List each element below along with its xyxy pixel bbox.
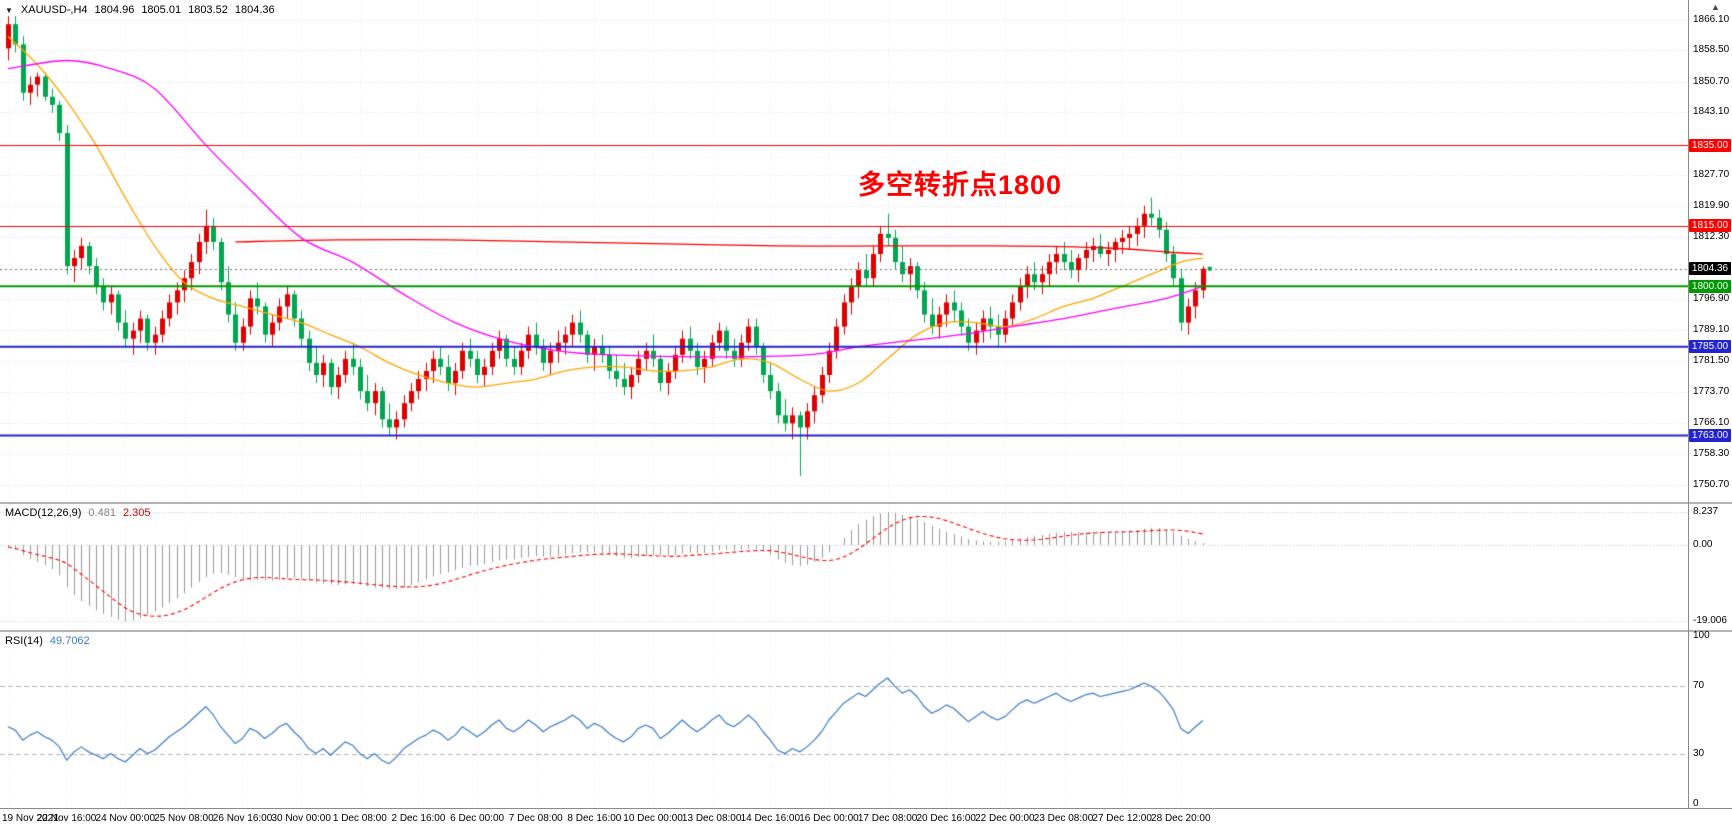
rsi-title: RSI(14): [5, 635, 43, 647]
macd-tick-label: 0.00: [1693, 539, 1713, 550]
time-axis-label: 26 Nov 16:00: [212, 813, 273, 824]
rsi-value: 49.7062: [49, 635, 90, 647]
time-axis-label: 1 Dec 08:00: [332, 813, 387, 824]
price-tick-label: 1773.70: [1693, 386, 1730, 398]
quote-close: 1804.36: [234, 4, 275, 16]
macd-signal-value: 2.305: [122, 507, 151, 519]
time-axis-label: 30 Nov 00:00: [271, 813, 331, 824]
time-axis-label: 14 Dec 16:00: [740, 813, 801, 824]
time-axis-label: 25 Nov 08:00: [154, 813, 214, 824]
price-line-badge[interactable]: 1835.00: [1689, 138, 1731, 152]
macd-tick-label: 8.237: [1693, 505, 1719, 517]
quote-open: 1804.96: [94, 4, 135, 16]
rsi-indicator-canvas[interactable]: [0, 632, 1688, 808]
rsi-tick-label: 0: [1693, 798, 1699, 809]
price-tick-label: 1866.10: [1693, 13, 1730, 25]
macd-main-value: 0.481: [88, 507, 116, 519]
price-tick-label: 1750.70: [1693, 479, 1730, 491]
time-axis-label: 27 Dec 12:00: [1092, 813, 1152, 824]
time-axis-label: 2 Dec 16:00: [391, 813, 446, 824]
current-price-badge: 1804.36: [1689, 262, 1731, 276]
time-axis-separator: [0, 808, 1732, 809]
price-tick-label: 1789.10: [1693, 324, 1730, 336]
time-axis-label: 23 Dec 08:00: [1033, 813, 1094, 824]
time-axis-label: 13 Dec 08:00: [681, 813, 742, 824]
symbol-label: XAUUSD-,H4: [20, 4, 88, 16]
axis-arrow-icon[interactable]: ▲: [1711, 2, 1720, 12]
macd-tick-label: -19.006: [1693, 615, 1727, 627]
price-line-badge[interactable]: 1815.00: [1689, 219, 1731, 233]
time-axis-label: 22 Nov 16:00: [36, 813, 97, 824]
price-tick-label: 1781.50: [1693, 354, 1730, 366]
time-axis-label: 19 Nov 2021: [2, 813, 59, 824]
quote-high: 1805.01: [141, 4, 182, 16]
collapse-arrow-icon[interactable]: ▼: [5, 6, 13, 15]
time-axis-label: 24 Nov 00:00: [95, 813, 156, 824]
price-tick-label: 1843.10: [1693, 106, 1730, 118]
price-tick-label: 1812.30: [1693, 230, 1730, 242]
price-tick-label: 1796.90: [1693, 292, 1730, 304]
time-axis-label: 7 Dec 08:00: [508, 813, 563, 824]
time-axis-label: 6 Dec 00:00: [450, 813, 505, 824]
macd-indicator-canvas[interactable]: [0, 504, 1688, 630]
time-axis-label: 10 Dec 00:00: [623, 813, 683, 824]
price-chart-canvas[interactable]: [0, 0, 1688, 502]
price-tick-label: 1758.30: [1693, 448, 1730, 460]
time-axis-label: 20 Dec 16:00: [916, 813, 976, 824]
rsi-tick-label: 70: [1693, 680, 1705, 692]
macd-title: MACD(12,26,9): [5, 507, 82, 519]
annotation-text[interactable]: 多空转折点1800: [858, 170, 1063, 200]
price-tick-label: 1850.70: [1693, 75, 1730, 87]
price-tick-label: 1827.70: [1693, 168, 1730, 180]
time-axis-label: 17 Dec 08:00: [857, 813, 918, 824]
price-line-badge[interactable]: 1800.00: [1689, 279, 1731, 293]
symbol-header: ▼ XAUUSD-,H4 1804.96 1805.01 1803.52 180…: [5, 4, 275, 16]
pane-separator[interactable]: [0, 502, 1732, 504]
price-tick-label: 1858.50: [1693, 44, 1730, 56]
price-tick-label: 1819.90: [1693, 200, 1730, 212]
price-axis-border: [1688, 0, 1689, 808]
time-axis-label: 22 Dec 00:00: [975, 813, 1035, 824]
time-axis-label: 8 Dec 16:00: [567, 813, 622, 824]
rsi-tick-label: 100: [1693, 630, 1710, 641]
time-axis-label: 16 Dec 00:00: [799, 813, 859, 824]
price-line-badge[interactable]: 1785.00: [1689, 340, 1731, 354]
price-line-badge[interactable]: 1763.00: [1689, 428, 1731, 442]
price-tick-label: 1766.10: [1693, 416, 1730, 428]
time-axis-label: 28 Dec 20:00: [1151, 813, 1211, 824]
macd-header: MACD(12,26,9) 0.481 2.305: [5, 507, 150, 519]
rsi-header: RSI(14) 49.7062: [5, 635, 90, 647]
quote-low: 1803.52: [188, 4, 228, 16]
rsi-tick-label: 30: [1693, 747, 1705, 759]
pane-separator[interactable]: [0, 630, 1732, 632]
